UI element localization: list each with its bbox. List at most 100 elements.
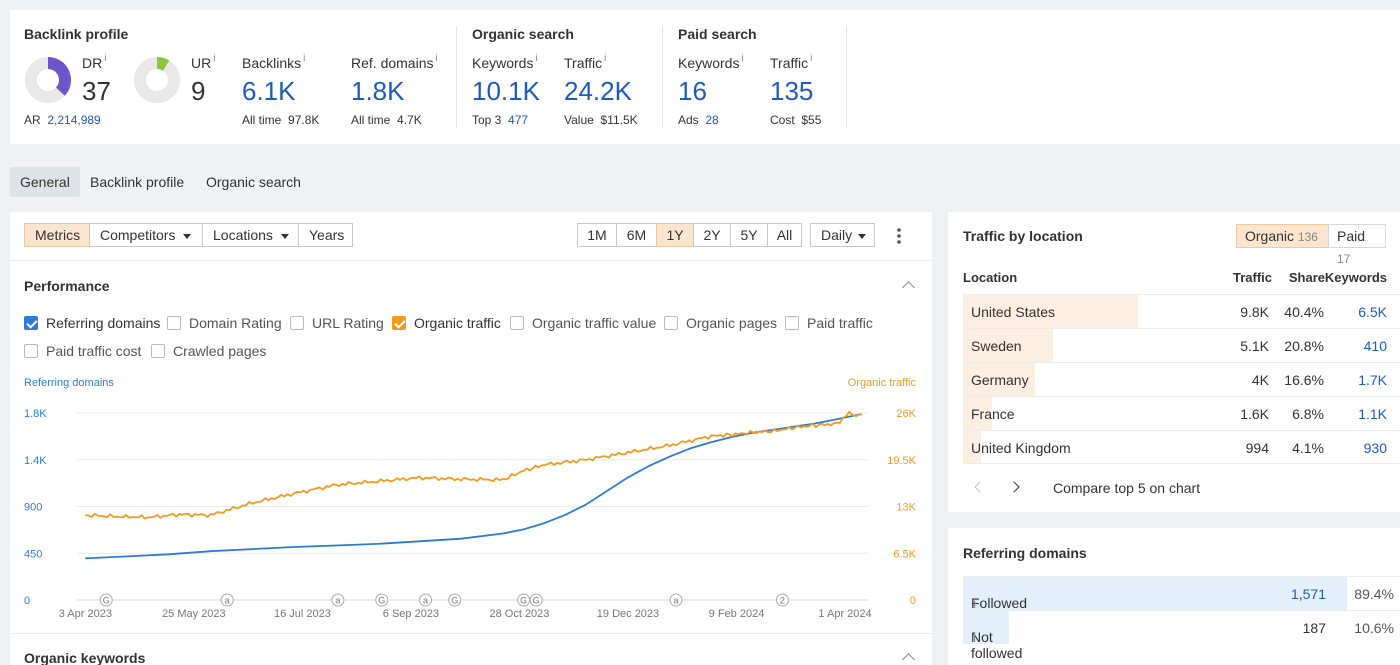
ur-label: UR i [191,53,216,71]
table-row[interactable]: Germany 4K 16.6% 1.7K [963,362,1400,396]
annotation-marker-icon [419,593,433,607]
annotation-marker-icon [775,593,789,607]
paid-traffic-value[interactable]: 135 [770,76,814,106]
location-keywords[interactable]: 6.5K [1358,304,1387,320]
backlinks-value[interactable]: 6.1K [242,76,296,106]
annotation-marker-label: a [673,596,678,606]
checkbox-domain-rating[interactable]: Domain Rating [167,315,282,331]
checkbox-icon [785,316,799,330]
checkbox-organic-traffic-value[interactable]: Organic traffic value [510,315,656,331]
checkbox-crawled-pages[interactable]: Crawled pages [151,343,266,359]
compare-top-5-link[interactable]: Compare top 5 on chart [1053,480,1201,496]
location-name[interactable]: France [971,406,1015,422]
traffic-by-location-title: Traffic by location [963,228,1083,244]
tab-organic-search[interactable]: Organic search [206,174,301,190]
ref-domains-label: Ref. domains i [351,53,438,71]
locations-dropdown[interactable]: Locations [202,223,299,247]
tab-general[interactable]: General [10,167,80,197]
paid-cost: Cost $55 [770,113,822,127]
range-all-button[interactable]: All [767,223,802,247]
location-keywords[interactable]: 1.1K [1358,406,1387,422]
location-share: 6.8% [1292,406,1324,422]
info-icon: i [435,53,438,64]
location-keywords[interactable]: 930 [1363,440,1387,456]
range-2y-button[interactable]: 2Y [693,223,731,247]
annotation-marker-label: G [533,596,540,606]
ref-type-value[interactable]: 1,571 [1290,586,1326,602]
column-location[interactable]: Location [963,270,1018,285]
table-row[interactable]: United Kingdom 994 4.1% 930 [963,430,1400,464]
organic-toggle[interactable]: Organic 136 [1236,224,1329,248]
x-tick-label: 1 Apr 2024 [818,608,871,620]
prev-icon[interactable] [974,481,986,493]
annotation-marker-icon [220,593,234,607]
annotation-marker-label: 2 [780,596,785,606]
x-tick-label: 9 Feb 2024 [709,608,765,620]
column-traffic[interactable]: Traffic [1232,270,1272,285]
range-1y-button[interactable]: 1Y [656,223,694,247]
location-name[interactable]: Sweden [971,338,1022,354]
ar-value[interactable]: 2,214,989 [47,113,101,127]
more-options-icon[interactable] [895,227,903,245]
x-tick-label: 3 Apr 2023 [59,608,112,620]
interval-dropdown[interactable]: Daily [810,223,875,247]
tab-backlink-profile[interactable]: Backlink profile [90,174,185,190]
paid-ads: Ads 28 [678,113,719,127]
info-icon: i [973,629,977,645]
years-button[interactable]: Years [298,223,353,247]
location-share: 16.6% [1284,372,1324,388]
x-tick-label: 6 Sep 2023 [383,608,439,620]
collapse-chevron-icon[interactable] [902,653,915,665]
dr-label: DR i [82,53,107,71]
column-keywords[interactable]: Keywords [1324,270,1387,285]
organic-top3: Top 3 477 [472,113,529,127]
range-1m-button[interactable]: 1M [577,223,617,247]
info-icon: i [104,53,107,64]
range-6m-button[interactable]: 6M [616,223,657,247]
annotation-marker-icon [375,593,389,607]
paid-toggle[interactable]: Paid 17 [1328,224,1386,266]
checkbox-icon [510,316,524,330]
table-row[interactable]: Followed i 1,571 89.4% [963,576,1400,611]
chevron-down-icon [280,233,289,239]
divider [10,633,932,634]
checkbox-paid-traffic[interactable]: Paid traffic [785,315,873,331]
column-share[interactable]: Share [1288,270,1325,285]
checkbox-referring-domains[interactable]: Referring domains [24,315,160,331]
performance-chart[interactable]: Referring domains Organic traffic 0 0 450 6.5… [10,370,932,632]
table-row[interactable]: France 1.6K 6.8% 1.1K [963,396,1400,430]
range-5y-button[interactable]: 5Y [730,223,768,247]
checkbox-organic-traffic[interactable]: Organic traffic [392,315,501,331]
location-name[interactable]: United States [971,304,1056,320]
location-keywords[interactable]: 410 [1363,338,1387,354]
ref-domains-value[interactable]: 1.8K [351,76,405,106]
location-keywords[interactable]: 1.7K [1358,372,1387,388]
checkbox-paid-traffic-cost[interactable]: Paid traffic cost [24,343,141,359]
location-name[interactable]: Germany [971,372,1029,388]
organic-keywords-value[interactable]: 10.1K [472,76,540,106]
next-icon[interactable] [1008,481,1020,493]
info-icon: i [213,53,216,64]
organic-keywords-label: Keywords i [472,53,538,71]
table-row[interactable]: Not followed i 187 10.6% [963,610,1400,661]
divider [456,26,457,128]
metrics-button[interactable]: Metrics [24,223,90,247]
share-bar [963,577,1347,610]
annotation-marker-icon [517,593,531,607]
checkbox-organic-pages[interactable]: Organic pages [664,315,777,331]
left-tick-label: 1.4K [24,455,47,467]
ref-type-percent: 89.4% [1354,586,1394,602]
table-row[interactable]: United States 9.8K 40.4% 6.5K [963,294,1400,328]
location-name[interactable]: United Kingdom [971,440,1071,456]
checkbox-icon [24,316,38,330]
checkbox-url-rating[interactable]: URL Rating [290,315,384,331]
organic-traffic-value-row: Value $11.5K [564,113,638,127]
table-row[interactable]: Sweden 5.1K 20.8% 410 [963,328,1400,362]
paid-keywords-value[interactable]: 16 [678,76,707,106]
competitors-dropdown[interactable]: Competitors [89,223,203,247]
organic-traffic-value[interactable]: 24.2K [564,76,632,106]
info-icon: i [741,53,744,64]
collapse-chevron-icon[interactable] [902,281,915,294]
share-bar [963,363,1035,396]
overview-metrics-card: Backlink profile DR i 37 UR i 9 AR 2,214,9… [10,10,1400,144]
